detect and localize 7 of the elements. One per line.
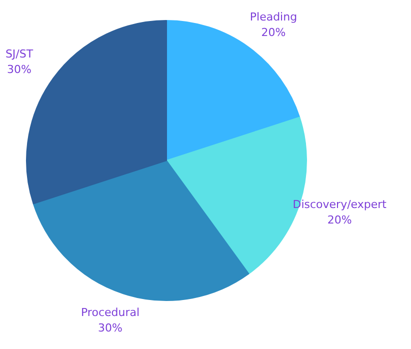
slice-label: Pleading [250, 10, 298, 24]
data-label: 30% [98, 322, 122, 335]
slice-label: SJ/ST [5, 47, 34, 60]
data-label: 20% [261, 26, 286, 39]
data-label: 30% [7, 63, 32, 76]
slice-label: Procedural [80, 306, 140, 319]
data-label: 20% [327, 214, 352, 227]
